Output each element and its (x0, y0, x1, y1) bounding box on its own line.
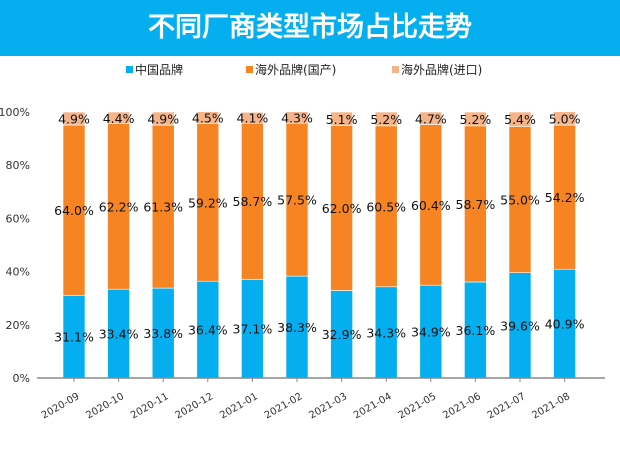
legend-label: 中国品牌 (135, 62, 183, 77)
data-label: 57.5% (277, 193, 317, 208)
data-label: 33.4% (99, 327, 139, 342)
data-label: 55.0% (500, 193, 540, 208)
x-tick-label: 2021-06 (441, 391, 483, 421)
data-label: 62.0% (322, 201, 362, 216)
data-label: 4.9% (58, 112, 90, 127)
data-label: 4.5% (192, 111, 224, 126)
data-label: 31.1% (54, 330, 94, 345)
data-label: 5.1% (326, 112, 358, 127)
bar-segment (151, 111, 175, 126)
bar-segment (464, 111, 487, 127)
x-tick-label: 2021-05 (397, 391, 439, 421)
data-label: 33.8% (143, 326, 183, 341)
data-label: 61.3% (143, 200, 183, 215)
legend-swatch (392, 66, 399, 73)
data-label: 40.9% (545, 317, 585, 332)
data-label: 34.9% (411, 325, 451, 340)
x-tick-label: 2021-08 (530, 391, 572, 421)
data-label: 4.3% (281, 110, 313, 125)
bar-segment (508, 111, 532, 127)
y-tick-label: 80% (6, 159, 30, 172)
data-label: 5.0% (549, 111, 581, 126)
x-tick-label: 2021-03 (307, 391, 349, 421)
data-label: 37.1% (233, 322, 273, 337)
y-tick-label: 40% (6, 266, 30, 279)
bar-segment (62, 111, 86, 126)
legend-label: 海外品牌(国产) (255, 62, 336, 77)
x-tick-label: 2020-10 (84, 391, 126, 421)
y-tick-label: 60% (6, 212, 30, 225)
data-label: 32.9% (322, 327, 362, 342)
legend-swatch (246, 66, 253, 73)
x-tick-label: 2020-12 (174, 391, 216, 421)
legend-swatch (126, 66, 133, 73)
data-label: 4.1% (237, 111, 269, 126)
data-label: 5.2% (460, 112, 492, 127)
bar-segment (285, 111, 309, 124)
data-label: 5.2% (370, 112, 402, 127)
data-label: 4.7% (415, 111, 447, 126)
y-tick-label: 0% (13, 372, 30, 385)
data-label: 34.3% (366, 325, 406, 340)
data-label: 54.2% (545, 190, 585, 205)
data-label: 60.4% (411, 198, 451, 213)
bar-segment (553, 111, 576, 126)
legend-label: 海外品牌(进口) (401, 62, 482, 77)
bar-segment (241, 111, 264, 124)
y-tick-label: 100% (0, 106, 30, 119)
x-tick-label: 2021-01 (218, 391, 260, 421)
y-tick-label: 20% (6, 319, 30, 332)
data-label: 58.7% (456, 197, 496, 212)
x-tick-label: 2020-09 (40, 391, 82, 421)
data-label: 62.2% (99, 199, 139, 214)
chart-title: 不同厂商类型市场占比走势 (0, 0, 620, 56)
bar-segment (419, 111, 443, 125)
data-label: 5.4% (504, 112, 536, 127)
bar-segment (330, 111, 353, 126)
x-tick-label: 2020-11 (129, 391, 171, 421)
bar-segment (374, 111, 398, 127)
data-label: 36.4% (188, 323, 228, 338)
data-label: 39.6% (500, 318, 540, 333)
x-tick-label: 2021-07 (486, 391, 528, 421)
data-label: 64.0% (54, 203, 94, 218)
bar-segment (107, 111, 130, 125)
data-label: 4.9% (147, 112, 179, 127)
data-label: 60.5% (366, 199, 406, 214)
x-tick-label: 2021-04 (352, 391, 394, 421)
x-tick-label: 2021-02 (263, 391, 305, 421)
data-label: 36.1% (456, 323, 496, 338)
bar-segment (196, 111, 220, 125)
data-label: 58.7% (233, 194, 273, 209)
data-label: 4.4% (103, 111, 135, 126)
data-label: 59.2% (188, 195, 228, 210)
data-label: 38.3% (277, 320, 317, 335)
